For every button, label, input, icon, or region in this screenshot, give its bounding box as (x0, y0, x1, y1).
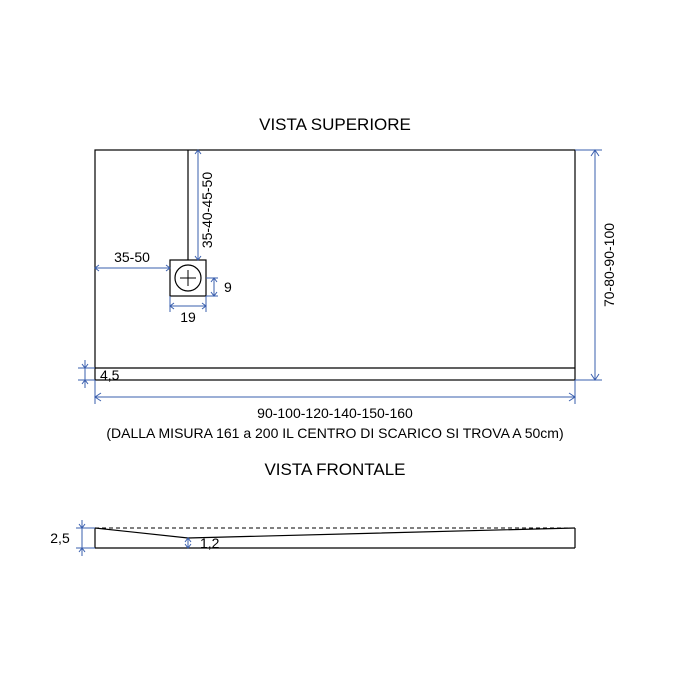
topview-outer (95, 150, 575, 380)
title-front: VISTA FRONTALE (264, 460, 405, 479)
dim-drain-h-label: 9 (224, 279, 232, 295)
front-slope (95, 528, 575, 538)
dim-strip (78, 360, 95, 388)
note: (DALLA MISURA 161 a 200 IL CENTRO DI SCA… (106, 425, 563, 441)
dim-front-dip-label: 1,2 (200, 535, 220, 551)
dim-strip-label: 4,5 (100, 367, 120, 383)
dim-width (95, 380, 575, 404)
dim-front-h (76, 520, 95, 556)
dim-front-dip (185, 538, 191, 548)
dim-top-offset-label: 35-40-45-50 (199, 172, 215, 248)
dim-drain-h (206, 278, 218, 296)
dim-drain-w-label: 19 (180, 309, 196, 325)
title-top: VISTA SUPERIORE (259, 115, 411, 134)
dim-left-offset-label: 35-50 (114, 249, 150, 265)
dim-height (575, 150, 602, 380)
dim-left-offset (95, 265, 170, 271)
dim-front-h-label: 2,5 (50, 530, 70, 546)
dim-width-label: 90-100-120-140-150-160 (257, 405, 413, 421)
technical-drawing: VISTA SUPERIORE 35-50 35-40-45-50 19 (0, 0, 700, 700)
dim-height-label: 70-80-90-100 (601, 223, 617, 307)
